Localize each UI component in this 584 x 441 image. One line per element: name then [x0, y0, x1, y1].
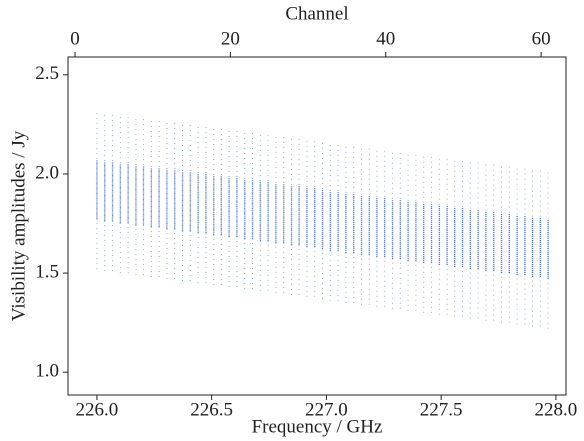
top-tick-label: 40 — [376, 28, 395, 49]
x-tick-label: 226.0 — [76, 399, 119, 420]
x-tick-label: 228.0 — [535, 399, 578, 420]
top-tick-label: 0 — [70, 28, 80, 49]
y-tick-label: 2.5 — [35, 63, 59, 84]
top-tick-label: 20 — [221, 28, 240, 49]
x-tick-label: 226.5 — [190, 399, 233, 420]
y-tick-label: 1.0 — [35, 361, 59, 382]
y-tick-label: 2.0 — [35, 162, 59, 183]
top-axis-title: Channel — [285, 3, 348, 24]
plot-frame — [67, 56, 567, 396]
x-axis-title: Frequency / GHz — [252, 416, 383, 437]
top-tick-label: 60 — [532, 28, 551, 49]
y-axis-title: Visibility amplitudes / Jy — [8, 130, 29, 321]
x-tick-label: 227.5 — [420, 399, 463, 420]
x-tick-label: 227.0 — [305, 399, 348, 420]
y-tick-label: 1.5 — [35, 261, 59, 282]
